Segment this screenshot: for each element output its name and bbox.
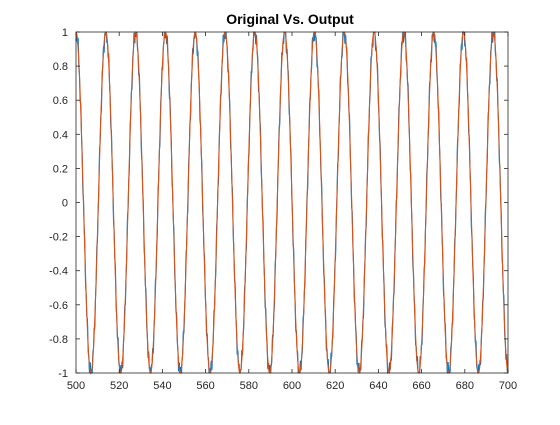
x-tick-label: 600 [283,380,301,392]
x-tick-label: 640 [369,380,387,392]
x-tick-label: 540 [153,380,171,392]
series-layer [75,30,509,375]
y-tick-label: 0.8 [53,61,68,73]
y-tick-label: -0.6 [49,300,68,312]
chart-title: Original Vs. Output [226,11,354,27]
x-tick-label: 500 [67,380,85,392]
x-tick-label: 580 [240,380,258,392]
y-tick-label: -0.8 [49,334,68,346]
x-tick-label: 620 [326,380,344,392]
x-tick-label: 520 [110,380,128,392]
y-tick-label: 0.4 [53,129,68,141]
y-tick-label: -0.4 [49,266,68,278]
y-tick-label: 0 [62,198,68,210]
series-line-2 [75,31,509,374]
x-tick-label: 680 [456,380,474,392]
y-tick-label: -0.2 [49,232,68,244]
axes-box [75,31,509,374]
y-tick-label: 0.6 [53,95,68,107]
x-tick-label: 560 [196,380,214,392]
y-tick-label: -1 [58,368,68,380]
y-tick-label: 0.2 [53,163,68,175]
x-tick-label: 700 [499,380,517,392]
tick-layer: 500 520 540 560 580 600 620 640 660 680 700 1 0.8 0.6… [49,27,517,392]
y-tick-label: 1 [62,27,68,39]
x-tick-label: 660 [412,380,430,392]
